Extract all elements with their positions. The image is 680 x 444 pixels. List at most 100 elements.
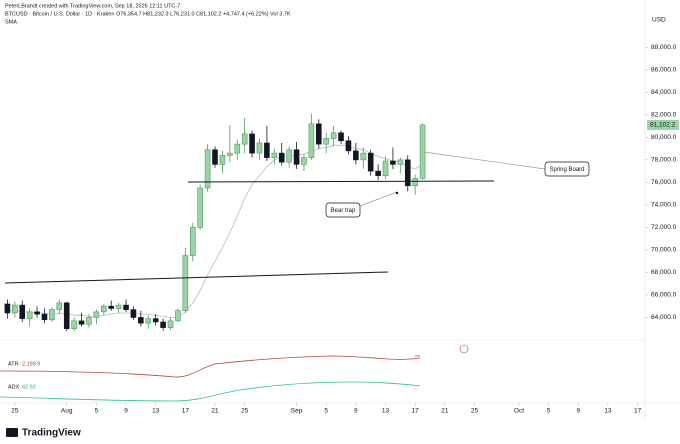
x-tick-label: 25	[11, 408, 19, 415]
annotation-box	[325, 202, 361, 218]
candle-body	[367, 152, 374, 172]
candle-body	[152, 318, 159, 323]
y-tick-label: 78,000.0	[651, 157, 677, 164]
x-tick-label: 25	[241, 408, 249, 415]
indicator-name: ADX	[8, 384, 20, 390]
x-tick-label: 21	[441, 408, 449, 415]
x-tick-label: 17	[412, 408, 420, 415]
candle-body	[404, 159, 411, 187]
candle-body	[138, 317, 144, 324]
y-tick-label: 88,000.0	[651, 44, 677, 51]
y-tick-label: 70,000.0	[651, 247, 677, 254]
candle-body	[204, 149, 211, 189]
x-tick-label: 25	[471, 408, 479, 415]
candle-body	[34, 311, 40, 315]
y-tick-label: 80,000.0	[651, 134, 677, 141]
candle-body	[71, 320, 77, 330]
x-tick-label: 9	[354, 408, 358, 415]
candle-body	[182, 255, 189, 312]
candle-body	[390, 160, 396, 165]
candle-body	[308, 123, 315, 158]
indicator-value: 42.92	[22, 384, 36, 390]
x-tick-label: 17	[634, 408, 642, 415]
x-tick-label: 5	[324, 408, 328, 415]
callout-dot	[395, 191, 399, 195]
candle-body	[197, 187, 203, 228]
created-by: PeterLBrandt created with TradingView.co…	[5, 3, 180, 9]
candle-body	[123, 304, 129, 310]
x-tick-label: 9	[124, 408, 128, 415]
candle-body	[212, 149, 218, 165]
candle-body	[412, 178, 418, 187]
candle-body	[19, 304, 26, 319]
candle-body	[278, 152, 285, 163]
candle-body	[160, 321, 166, 328]
candle-body	[382, 160, 389, 176]
candle-body	[264, 142, 270, 158]
indicator-name: ATR	[8, 361, 19, 367]
atr-line	[0, 355, 421, 378]
candle-body	[241, 133, 248, 145]
candle-body	[49, 309, 55, 321]
plot-area: 64,000.0 66,000.0 68,000.0 70,000.0 72,000.0…	[4, 44, 679, 415]
candle-body	[93, 311, 100, 318]
y-tick-label: 72,000.0	[651, 224, 677, 231]
candle-body	[63, 302, 70, 330]
sma-label: SMA	[5, 19, 17, 25]
callout-line	[423, 151, 546, 170]
candle-body	[330, 132, 337, 139]
indicator-value: 2,199.9	[22, 361, 40, 367]
sma-line	[7, 144, 423, 318]
x-tick-label: Sep	[291, 408, 303, 415]
x-tick-label: 21	[211, 408, 219, 415]
candle-body	[41, 313, 48, 321]
y-tick-label: 68,000.0	[651, 269, 677, 276]
candle-body	[175, 310, 181, 322]
event-icon[interactable]	[459, 344, 469, 354]
candle-body	[108, 305, 115, 309]
x-tick-label: 5	[547, 408, 551, 415]
candle-body	[256, 142, 263, 154]
candle-body	[286, 149, 292, 163]
candle-body	[360, 152, 367, 161]
candle-body	[271, 152, 278, 158]
support-line	[187, 180, 495, 183]
y-tick-label: 74,000.0	[651, 202, 677, 209]
annotation: Bear trap	[331, 208, 356, 214]
x-tick-label: 13	[152, 408, 160, 415]
candle-body	[4, 303, 11, 314]
currency: USD	[652, 17, 666, 24]
candle-body	[145, 318, 152, 324]
candle-body	[227, 152, 233, 156]
y-tick-label: 64,000.0	[651, 314, 677, 321]
candle-body	[189, 227, 196, 256]
x-tick-label: 5	[95, 408, 99, 415]
callout-line	[359, 191, 398, 207]
x-tick-label: 13	[382, 408, 390, 415]
candle-body	[293, 149, 300, 165]
candle-body	[301, 157, 307, 165]
candle-body	[315, 123, 322, 145]
candle-body	[26, 311, 33, 319]
candle-body	[323, 138, 330, 145]
x-tick-label: 13	[604, 408, 612, 415]
candle-body	[167, 320, 174, 328]
x-tick-label: 9	[576, 408, 580, 415]
y-tick-label: 82,000.0	[651, 112, 677, 119]
symbol-line: BTCUSD · Bitcoin / U.S. Dollar · 1D · Kr…	[5, 11, 291, 17]
candle-body	[78, 320, 85, 325]
candle-body	[115, 304, 122, 309]
candle-body	[86, 317, 92, 325]
trend-line	[4, 271, 389, 284]
logo: TradingView	[22, 428, 81, 439]
x-tick-label: 17	[182, 408, 190, 415]
candle-body	[375, 170, 381, 176]
logo-icon	[6, 428, 18, 437]
candle-body	[419, 124, 426, 179]
candle-body	[249, 133, 255, 154]
candle-body	[338, 132, 344, 142]
last-price-box	[647, 119, 679, 130]
candle-body	[219, 155, 226, 165]
x-tick-label: Aug	[61, 408, 73, 415]
